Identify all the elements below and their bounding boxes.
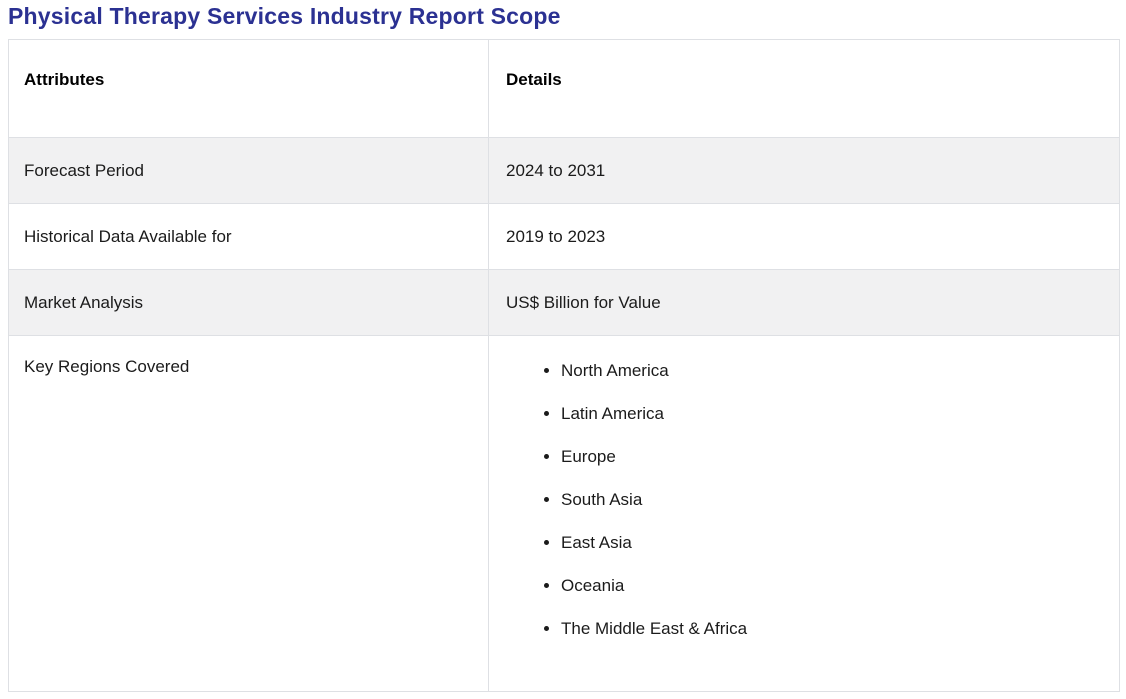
table-row: Historical Data Available for 2019 to 20… — [8, 203, 1120, 270]
details-column-header: Details — [488, 39, 1120, 138]
attribute-cell: Historical Data Available for — [8, 203, 489, 270]
attribute-cell: Market Analysis — [8, 269, 489, 336]
attribute-cell: Forecast Period — [8, 137, 489, 204]
list-item: North America — [561, 361, 1119, 381]
detail-cell: US$ Billion for Value — [488, 269, 1120, 336]
attribute-cell: Key Regions Covered — [8, 335, 489, 692]
report-scope-table: Attributes Details Forecast Period 2024 … — [8, 39, 1120, 692]
list-item: The Middle East & Africa — [561, 619, 1119, 639]
list-item: Latin America — [561, 404, 1119, 424]
attributes-column-header: Attributes — [8, 39, 489, 138]
table-row: Market Analysis US$ Billion for Value — [8, 269, 1120, 336]
table-header-row: Attributes Details — [8, 39, 1120, 138]
table-row: Forecast Period 2024 to 2031 — [8, 137, 1120, 204]
list-item: South Asia — [561, 490, 1119, 510]
detail-cell: 2019 to 2023 — [488, 203, 1120, 270]
page-title: Physical Therapy Services Industry Repor… — [8, 3, 561, 29]
key-regions-list: North America Latin America Europe South… — [506, 361, 1119, 639]
list-item: East Asia — [561, 533, 1119, 553]
table-row: Key Regions Covered North America Latin … — [8, 335, 1120, 692]
detail-cell: 2024 to 2031 — [488, 137, 1120, 204]
detail-cell: North America Latin America Europe South… — [488, 335, 1120, 692]
list-item: Oceania — [561, 576, 1119, 596]
list-item: Europe — [561, 447, 1119, 467]
